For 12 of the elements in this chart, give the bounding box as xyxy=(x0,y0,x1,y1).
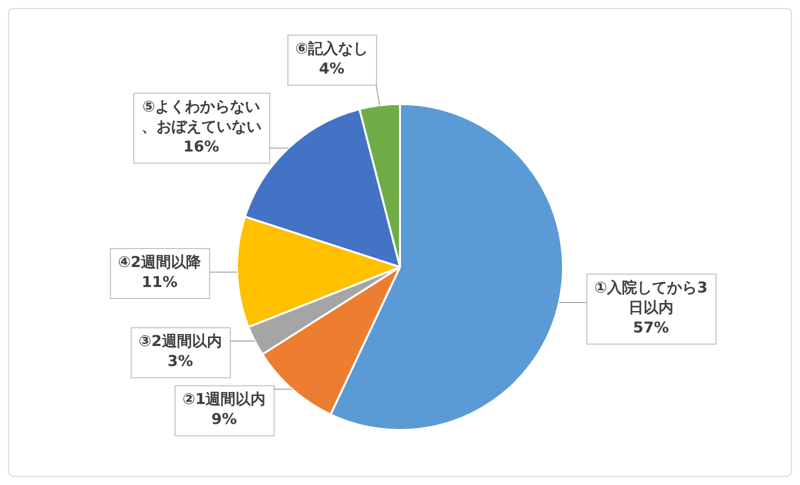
data-label: 3% xyxy=(168,352,193,370)
slice-label: ③2週間以内 xyxy=(138,332,222,350)
data-label: 9% xyxy=(211,410,237,428)
slice-label: ②1週間以内 xyxy=(182,390,266,408)
data-label: 57% xyxy=(633,318,669,337)
data-label: 11% xyxy=(142,272,178,291)
data-label: 16% xyxy=(183,138,220,156)
slice-label: ①入院してから3日以内 xyxy=(594,278,708,317)
slice-label: ⑤よくわからない、おぼえていない xyxy=(141,98,262,136)
data-label: 4% xyxy=(318,60,344,78)
slice-label: ④2週間以降 xyxy=(118,252,202,271)
slice-label: ⑥記入なし xyxy=(295,40,368,58)
